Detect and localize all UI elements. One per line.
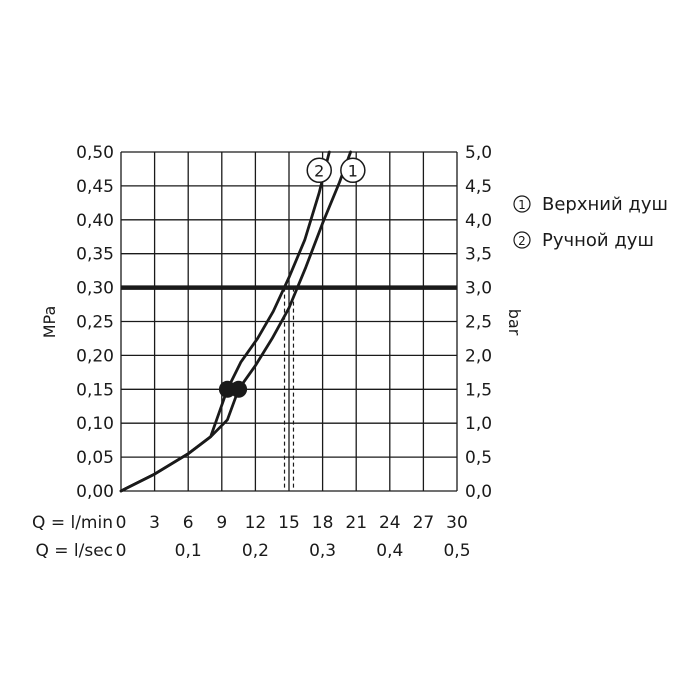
x-tick-lmin: 3: [149, 513, 160, 533]
x-tick-lsec: 0,4: [376, 541, 403, 561]
legend-label-2: Ручной душ: [542, 230, 654, 251]
series-label-circle-1: [340, 157, 366, 184]
reference-line-group: [121, 285, 457, 491]
x-tick-lmin: 24: [379, 513, 401, 533]
legend-symbol-1: 1: [518, 198, 526, 212]
y-tick-right: 4,5: [465, 177, 492, 197]
series-group: 12: [119, 150, 366, 493]
y-tick-left: 0,15: [76, 380, 114, 400]
x-tick-lmin: 27: [413, 513, 435, 533]
y-tick-left: 0,10: [76, 414, 114, 434]
y-tick-right: 4,0: [465, 211, 492, 231]
x-tick-lsec: 0,3: [309, 541, 336, 561]
y-tick-right: 3,0: [465, 279, 492, 299]
y-axis-label-left: MPa: [40, 306, 59, 339]
y-tick-left: 0,45: [76, 177, 114, 197]
series-line-2: [119, 150, 331, 493]
grid: [120, 151, 458, 492]
x-tick-lmin: 9: [216, 513, 227, 533]
series-label-circle-2: [306, 157, 332, 184]
y-tick-right: 0,5: [465, 448, 492, 468]
legend-symbol-2-circle: [513, 231, 531, 249]
y-tick-right: 2,0: [465, 346, 492, 366]
x-tick-lmin: 6: [183, 513, 194, 533]
x-tick-lsec: 0: [116, 541, 127, 561]
series-label-2: 2: [314, 161, 324, 180]
series-label-1: 1: [348, 161, 358, 180]
legend-item-2: 2 Ручной душ: [513, 230, 654, 251]
y-tick-left: 0,35: [76, 245, 114, 265]
y-axis-label-right: bar: [505, 309, 524, 336]
y-tick-left: 0,00: [76, 482, 114, 502]
x-axis-label-lmin: Q = l/min: [32, 513, 113, 533]
y-tick-right: 1,5: [465, 380, 492, 400]
x-tick-lmin: 21: [345, 513, 367, 533]
y-tick-right: 0,0: [465, 482, 492, 502]
x-tick-lmin: 12: [245, 513, 267, 533]
y-tick-left: 0,25: [76, 313, 114, 333]
y-tick-left: 0,50: [76, 143, 114, 163]
legend-symbol-1-circle: [513, 195, 531, 213]
y-tick-right: 2,5: [465, 313, 492, 333]
tick-labels: 0 3 6 9 12 15 18 21 24 27 300,00 0,00,05 0,50,10 1,00…: [76, 143, 492, 561]
y-tick-right: 5,0: [465, 143, 492, 163]
legend: 1 Верхний душ 2 Ручной душ: [513, 194, 668, 251]
legend-item-1: 1 Верхний душ: [513, 194, 668, 215]
y-tick-left: 0,05: [76, 448, 114, 468]
x-tick-lsec: 0,5: [443, 541, 470, 561]
y-tick-left: 0,40: [76, 211, 114, 231]
y-tick-right: 3,5: [465, 245, 492, 265]
y-tick-left: 0,30: [76, 279, 114, 299]
y-tick-left: 0,20: [76, 346, 114, 366]
x-axis-label-lsec: Q = l/sec: [35, 541, 113, 561]
x-tick-lmin: 0: [116, 513, 127, 533]
legend-symbol-2: 2: [518, 234, 526, 248]
x-tick-lsec: 0,1: [175, 541, 202, 561]
x-tick-lmin: 15: [278, 513, 300, 533]
x-tick-lmin: 30: [446, 513, 468, 533]
legend-label-1: Верхний душ: [542, 194, 668, 215]
x-tick-lsec: 0,2: [242, 541, 269, 561]
series-dot-2: [218, 380, 236, 398]
y-tick-right: 1,0: [465, 414, 492, 434]
x-tick-lmin: 18: [312, 513, 334, 533]
